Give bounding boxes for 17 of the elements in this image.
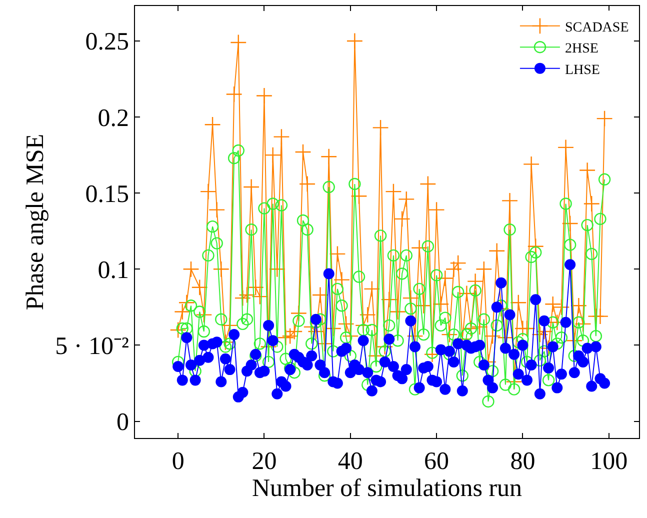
legend-label: SCADASE: [564, 20, 629, 36]
x-tick-label: 20: [252, 448, 277, 475]
x-tick-label: 40: [338, 448, 363, 475]
y-tick-label: 5 · 10⁻²: [55, 332, 129, 360]
y-tick-label: 0.25: [85, 28, 129, 56]
x-tick-label: 80: [510, 448, 536, 475]
x-tick-label: 60: [424, 448, 450, 475]
y-tick-label: 0: [116, 409, 129, 436]
x-tick-label: 100: [590, 448, 628, 475]
legend-label: LHSE: [564, 62, 600, 78]
y-tick-label: 0.15: [85, 180, 129, 208]
y-axis-title: Phase angle MSE: [22, 134, 49, 310]
y-tick-label: 0.2: [98, 104, 129, 132]
legend-label: 2HSE: [564, 42, 598, 57]
x-axis-title: Number of simulations run: [252, 475, 523, 502]
y-tick-label: 0.1: [98, 256, 129, 284]
x-tick-label: 0: [172, 448, 184, 475]
